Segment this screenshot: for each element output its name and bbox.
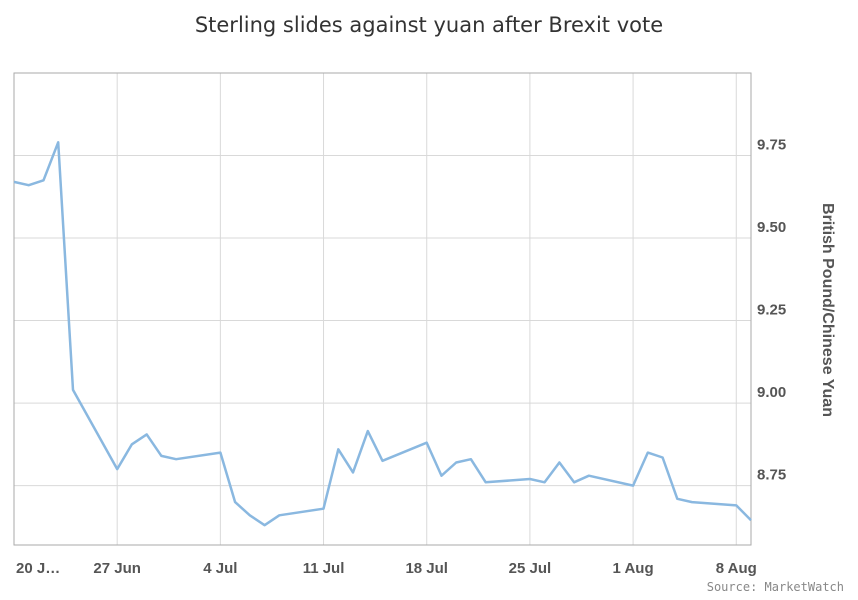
- data-point: [322, 507, 326, 511]
- x-tick-label: 8 Aug: [716, 560, 757, 577]
- data-point: [528, 477, 532, 481]
- y-tick-label: 9.75: [757, 137, 786, 154]
- y-tick-label: 9.00: [757, 384, 786, 401]
- x-tick-label: 18 Jul: [405, 560, 448, 577]
- data-point: [42, 178, 46, 182]
- data-point: [12, 180, 16, 184]
- data-point: [336, 447, 340, 451]
- x-axis: 20 J… 27 Jun 4 Jul 11 Jul 18 Jul 25 Jul 1 Aug 8…: [16, 560, 757, 577]
- data-point: [661, 456, 665, 460]
- y-axis-label: British Pound/Chinese Yuan: [819, 203, 836, 417]
- data-point: [469, 457, 473, 461]
- x-tick-label: 27 Jun: [93, 560, 141, 577]
- data-point: [543, 480, 547, 484]
- data-point: [440, 474, 444, 478]
- series-line: [13, 141, 752, 527]
- data-point: [734, 503, 738, 507]
- data-point: [366, 429, 370, 433]
- data-point: [557, 461, 561, 465]
- data-point: [115, 467, 119, 471]
- data-point: [218, 451, 222, 455]
- source-credit: Source: MarketWatch: [707, 580, 844, 594]
- y-tick-label: 9.25: [757, 302, 786, 319]
- data-point: [263, 523, 267, 527]
- data-point: [425, 441, 429, 445]
- grid: [14, 73, 751, 545]
- data-point: [749, 518, 753, 522]
- x-tick-label: 1 Aug: [613, 560, 654, 577]
- data-point: [646, 451, 650, 455]
- data-point: [277, 513, 281, 517]
- data-point: [587, 474, 591, 478]
- y-tick-label: 8.75: [757, 467, 786, 484]
- data-point: [572, 480, 576, 484]
- data-point: [233, 500, 237, 504]
- chart-title: Sterling slides against yuan after Brexi…: [195, 13, 663, 37]
- data-point: [130, 442, 134, 446]
- y-tick-label: 9.50: [757, 219, 786, 236]
- data-point: [248, 513, 252, 517]
- x-tick-label: 25 Jul: [509, 560, 552, 577]
- plot-frame: [13, 72, 752, 546]
- x-tick-label: 11 Jul: [303, 560, 345, 577]
- data-point: [381, 459, 385, 463]
- x-tick-label: 20 J…: [16, 560, 60, 577]
- data-point: [484, 480, 488, 484]
- x-tick-label: 4 Jul: [203, 560, 237, 577]
- data-point: [690, 500, 694, 504]
- data-point: [159, 454, 163, 458]
- data-point: [675, 497, 679, 501]
- data-point: [631, 484, 635, 488]
- data-point: [174, 457, 178, 461]
- data-point: [71, 388, 75, 392]
- data-point: [454, 461, 458, 465]
- data-point: [27, 183, 31, 187]
- data-point: [56, 140, 60, 144]
- data-points: [12, 140, 753, 527]
- data-point: [145, 432, 149, 436]
- data-point: [351, 470, 355, 474]
- y-axis: 8.75 9.00 9.25 9.50 9.75: [757, 137, 786, 484]
